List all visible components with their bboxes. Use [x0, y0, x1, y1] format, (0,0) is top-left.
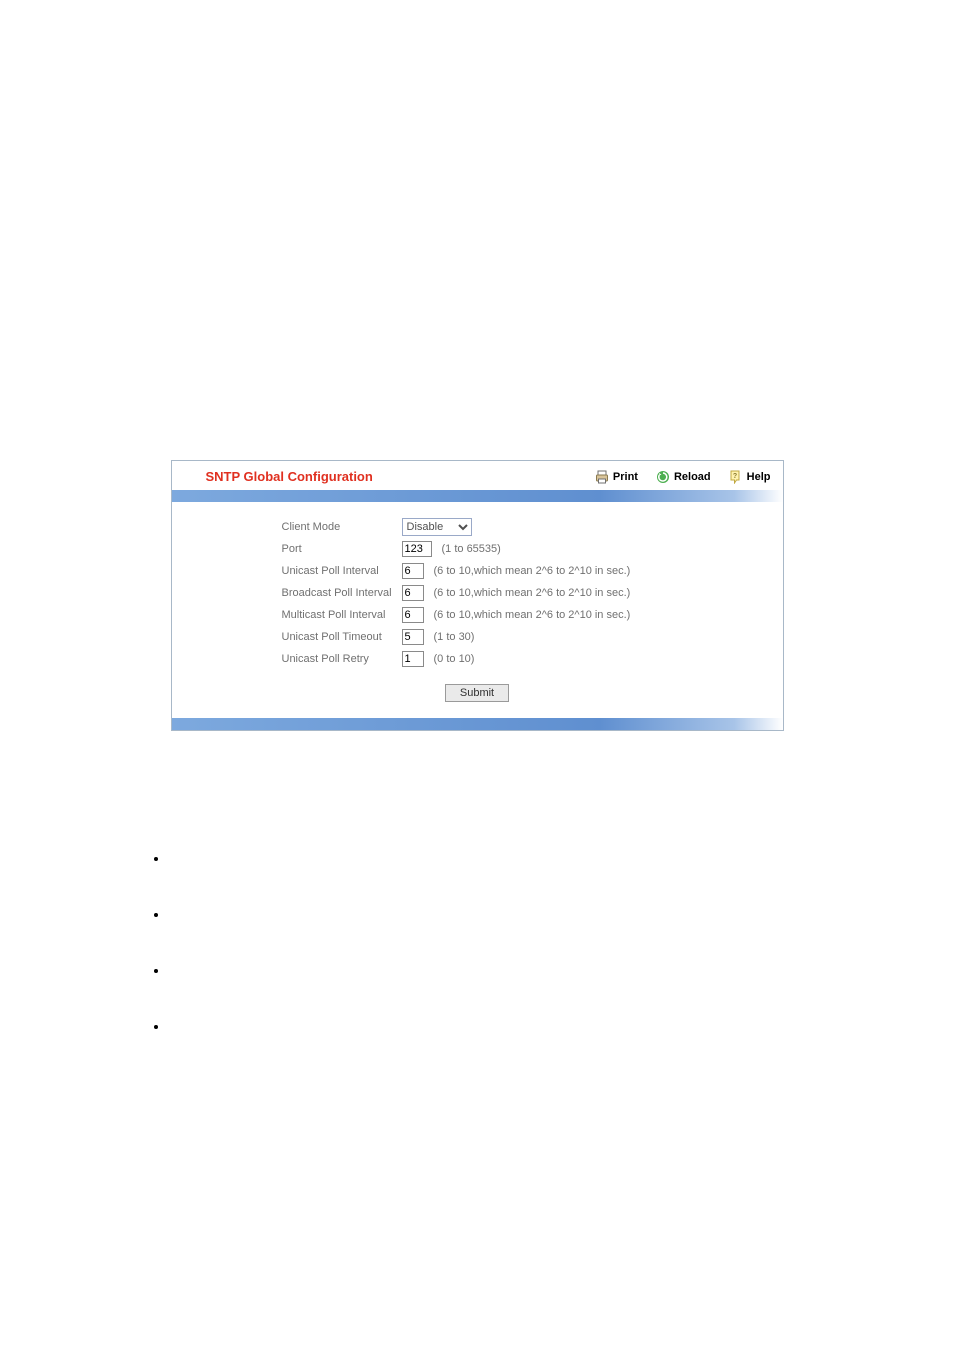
form-area: Client Mode Disable Port (1 to 65535) Un…	[172, 502, 783, 718]
help-label: Help	[747, 471, 771, 483]
unicast-poll-retry-input[interactable]	[402, 651, 424, 667]
submit-button[interactable]: Submit	[445, 684, 509, 702]
bullet-item	[168, 1019, 954, 1033]
row-client-mode: Client Mode Disable	[172, 516, 783, 538]
panel-header: SNTP Global Configuration Print	[172, 461, 783, 490]
config-panel: SNTP Global Configuration Print	[171, 460, 784, 731]
row-unicast-poll-retry: Unicast Poll Retry (0 to 10)	[172, 648, 783, 670]
client-mode-select[interactable]: Disable	[402, 518, 472, 536]
broadcast-poll-interval-hint: (6 to 10,which mean 2^6 to 2^10 in sec.)	[434, 584, 631, 602]
row-unicast-poll-timeout: Unicast Poll Timeout (1 to 30)	[172, 626, 783, 648]
label-broadcast-poll-interval: Broadcast Poll Interval	[172, 584, 402, 602]
label-multicast-poll-interval: Multicast Poll Interval	[172, 606, 402, 624]
unicast-poll-interval-input[interactable]	[402, 563, 424, 579]
bottom-gradient-bar	[172, 718, 783, 730]
label-unicast-poll-retry: Unicast Poll Retry	[172, 650, 402, 668]
row-broadcast-poll-interval: Broadcast Poll Interval (6 to 10,which m…	[172, 582, 783, 604]
svg-text:?: ?	[733, 473, 737, 480]
bullet-item	[168, 963, 954, 977]
unicast-poll-retry-hint: (0 to 10)	[434, 650, 475, 668]
top-gradient-bar	[172, 490, 783, 502]
label-port: Port	[172, 540, 402, 558]
print-label: Print	[613, 471, 638, 483]
unicast-poll-interval-hint: (6 to 10,which mean 2^6 to 2^10 in sec.)	[434, 562, 631, 580]
print-button[interactable]: Print	[595, 470, 638, 484]
reload-icon	[656, 470, 670, 484]
port-input[interactable]	[402, 541, 432, 557]
reload-button[interactable]: Reload	[656, 470, 711, 484]
multicast-poll-interval-input[interactable]	[402, 607, 424, 623]
row-multicast-poll-interval: Multicast Poll Interval (6 to 10,which m…	[172, 604, 783, 626]
bullet-item	[168, 907, 954, 921]
bullet-item	[168, 851, 954, 865]
unicast-poll-timeout-hint: (1 to 30)	[434, 628, 475, 646]
multicast-poll-interval-hint: (6 to 10,which mean 2^6 to 2^10 in sec.)	[434, 606, 631, 624]
page-title: SNTP Global Configuration	[206, 469, 595, 484]
submit-row: Submit	[172, 670, 783, 702]
print-icon	[595, 470, 609, 484]
help-icon: ?	[729, 470, 743, 484]
label-client-mode: Client Mode	[172, 518, 402, 536]
row-port: Port (1 to 65535)	[172, 538, 783, 560]
port-hint: (1 to 65535)	[442, 540, 501, 558]
reload-label: Reload	[674, 471, 711, 483]
header-actions: Print Reload ?	[595, 470, 771, 484]
unicast-poll-timeout-input[interactable]	[402, 629, 424, 645]
help-button[interactable]: ? Help	[729, 470, 771, 484]
broadcast-poll-interval-input[interactable]	[402, 585, 424, 601]
label-unicast-poll-interval: Unicast Poll Interval	[172, 562, 402, 580]
row-unicast-poll-interval: Unicast Poll Interval (6 to 10,which mea…	[172, 560, 783, 582]
bullet-list	[168, 851, 954, 1033]
label-unicast-poll-timeout: Unicast Poll Timeout	[172, 628, 402, 646]
